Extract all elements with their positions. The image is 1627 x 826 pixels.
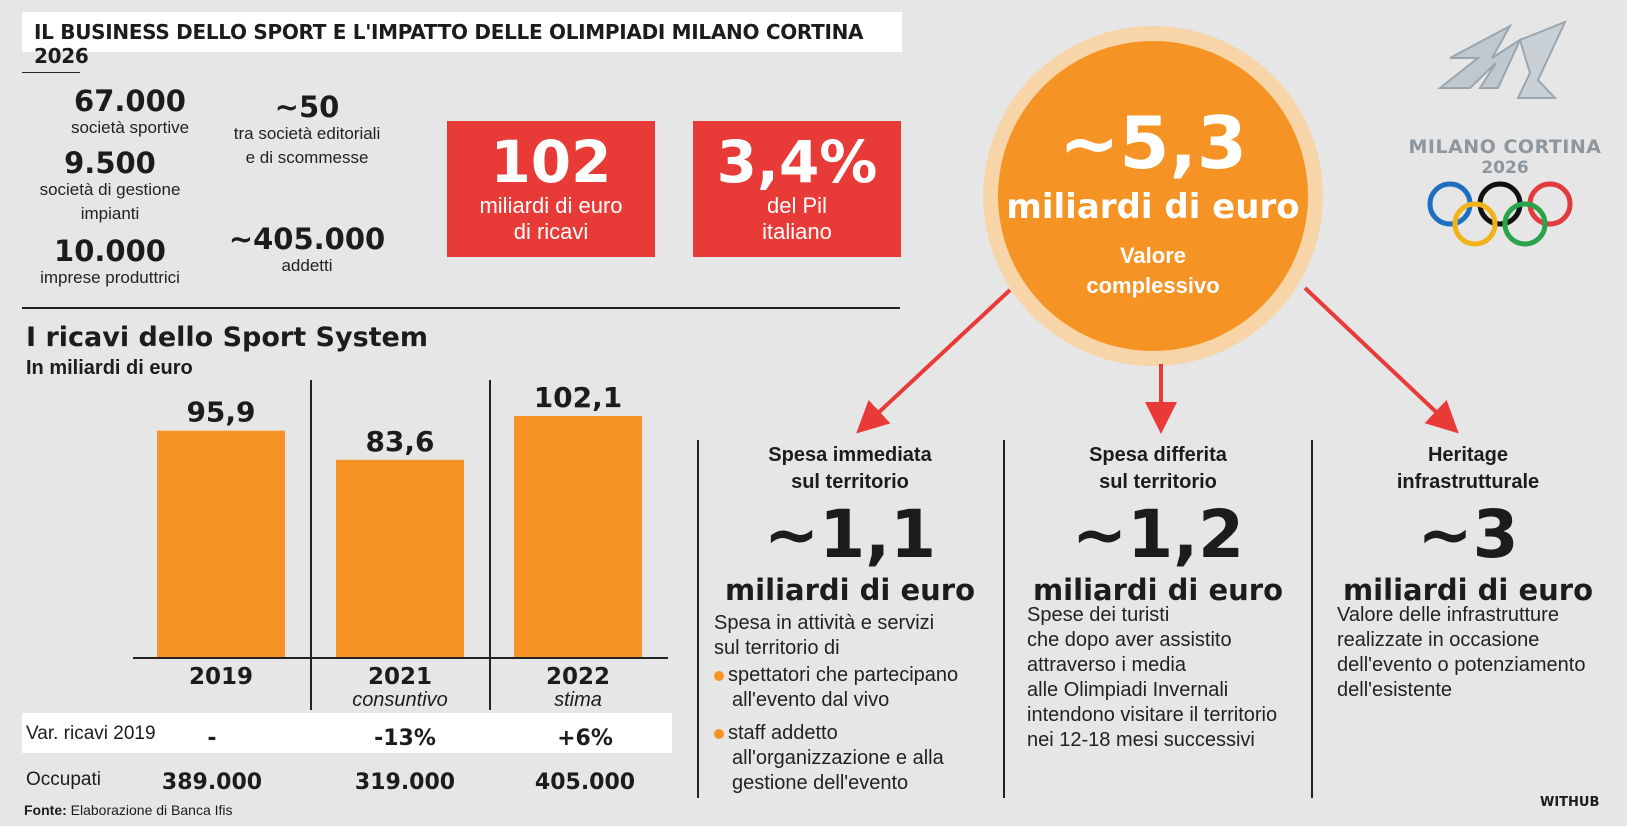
title-box: IL BUSINESS DELLO SPORT E L'IMPATTO DELL… (22, 12, 902, 68)
logo-year: 2026 (1481, 158, 1529, 178)
bar-value-label: 83,6 (365, 425, 434, 458)
column-spesa-differita: Spesa differita sul territorio ~1,2 mili… (1012, 442, 1304, 607)
stat-societa-editoriali: ~50 tra società editoriali e di scommess… (233, 90, 381, 167)
arrow-left (856, 288, 1012, 434)
red-box-ricavi: 102 miliardi di euro di ricavi (447, 121, 655, 257)
column-divider-3 (1311, 440, 1313, 798)
column-heritage: Heritage infrastrutturale ~3 miliardi di… (1320, 442, 1616, 607)
var-ricavi-2022: +6% (557, 726, 613, 751)
section-divider (22, 307, 900, 309)
milano-cortina-logo: MILANO CORTINA 2026 (1400, 18, 1610, 248)
stat-addetti: ~405.000 addetti (228, 222, 386, 275)
column-divider-2 (1003, 440, 1005, 798)
category-label: 2019 (189, 664, 253, 690)
total-label: Valore complessivo (1086, 243, 1220, 298)
occupati-label: Occupati (26, 769, 101, 790)
var-ricavi-label: Var. ricavi 2019 (26, 723, 156, 744)
bullet-spettatori: spettatori che partecipano all'evento da… (714, 663, 994, 713)
source-text: Elaborazione di Banca Ifis (66, 802, 233, 818)
occupati-2022: 405.000 (534, 770, 636, 795)
category-label: 2021 (368, 664, 432, 690)
spesa-immediata-desc: Spesa in attività e servizi sul territor… (714, 611, 994, 796)
source-prefix: Fonte: (24, 802, 67, 818)
chart-title: I ricavi dello Sport System (26, 322, 429, 353)
var-ricavi-2019: - (207, 726, 217, 751)
bar-value-label: 95,9 (186, 396, 255, 429)
bar-2022 (514, 416, 642, 658)
category-note: consuntivo (352, 689, 448, 711)
credit: WITHUB (1540, 795, 1600, 810)
stat-societa-sportive: 67.000 società sportive (70, 84, 190, 137)
total-unit: miliardi di euro (1006, 187, 1300, 227)
bullet-dot (714, 729, 724, 739)
spesa-differita-unit: miliardi di euro (1032, 573, 1284, 607)
bar-2021 (336, 459, 464, 658)
bar-value-label: 102,1 (534, 381, 623, 414)
page-title: IL BUSINESS DELLO SPORT E L'IMPATTO DELL… (34, 20, 864, 68)
bar-2019 (157, 430, 285, 658)
stat-imprese-produttrici: 10.000 imprese produttrici (40, 234, 180, 287)
spesa-immediata-value: ~1,1 (763, 496, 937, 573)
total-value: ~5,3 (1059, 101, 1247, 185)
red-box-pil: 3,4% del Pil italiano (693, 121, 901, 257)
arrow-right (1303, 286, 1459, 434)
column-spesa-immediata: Spesa immediata sul territorio ~1,1 mili… (705, 442, 995, 607)
var-ricavi-row (22, 713, 672, 753)
heritage-desc: Valore delle infrastrutture realizzate i… (1337, 604, 1586, 701)
logo-text: MILANO CORTINA (1408, 136, 1602, 158)
logo-mark-icon (1437, 20, 1567, 99)
spesa-differita-desc: Spese dei turisti che dopo aver assistit… (1027, 604, 1278, 751)
stats-rule (22, 72, 80, 73)
spesa-differita-value: ~1,2 (1071, 496, 1245, 573)
chart-subtitle: In miliardi di euro (26, 357, 193, 379)
category-note: stima (554, 689, 602, 711)
bullet-staff: staff addetto all'organizzazione e alla … (714, 721, 994, 796)
column-divider-1 (697, 440, 699, 798)
spesa-immediata-unit: miliardi di euro (724, 573, 976, 607)
heritage-value: ~3 (1417, 496, 1519, 573)
olympic-rings-icon (1427, 181, 1573, 247)
total-value-circle-inner: ~5,3 miliardi di euro Valore complessivo (998, 41, 1308, 351)
bullet-dot (714, 671, 724, 681)
heritage-unit: miliardi di euro (1342, 573, 1594, 607)
category-label: 2022 (546, 664, 610, 690)
occupati-2019: 389.000 (161, 770, 263, 795)
var-ricavi-2021: -13% (374, 726, 436, 751)
source-note: Fonte: Elaborazione di Banca Ifis (24, 802, 233, 818)
occupati-2021: 319.000 (354, 770, 456, 795)
stat-gestione-impianti: 9.500 società di gestione impianti (39, 146, 181, 223)
total-value-circle: ~5,3 miliardi di euro Valore complessivo (983, 26, 1323, 366)
